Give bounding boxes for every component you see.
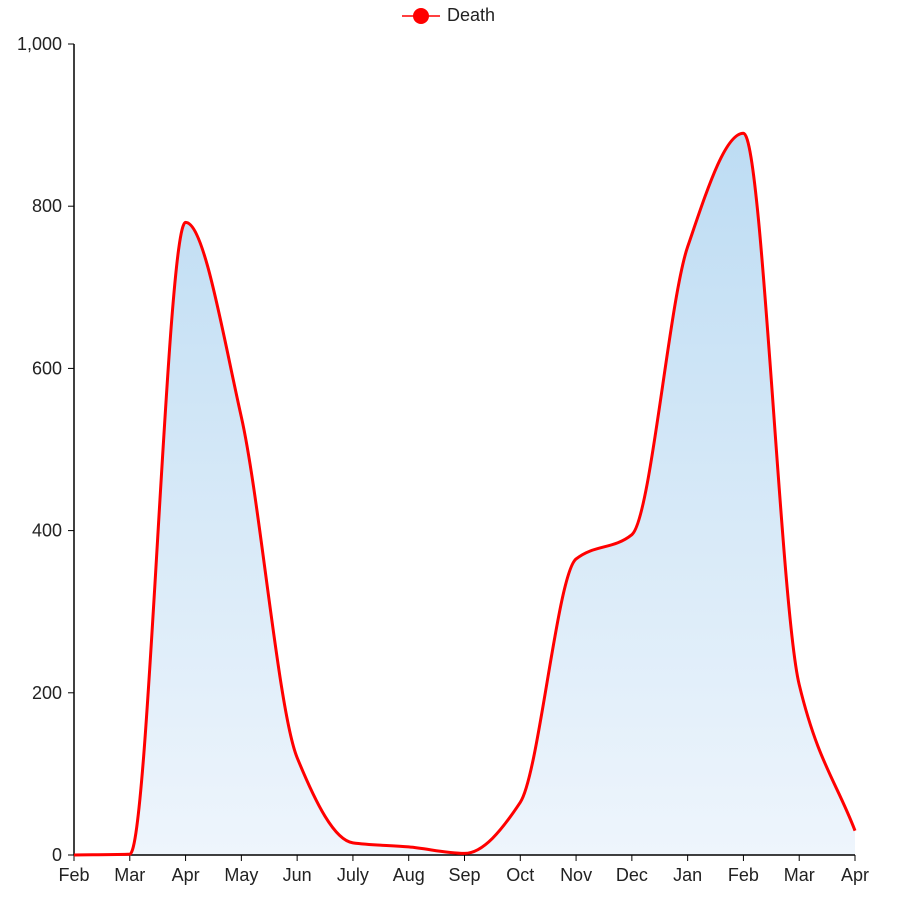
legend-label-death: Death <box>447 5 495 25</box>
legend-marker <box>413 8 429 24</box>
y-tick-label: 400 <box>32 521 62 541</box>
x-tick-label: Feb <box>58 865 89 885</box>
x-axis: Feb Mar Apr May Jun July Aug Sep Oct Nov Dec Jan Feb… <box>58 855 869 885</box>
series-line-death <box>73 131 857 857</box>
x-tick-label: Apr <box>172 865 200 885</box>
x-tick-label: July <box>337 865 369 885</box>
x-tick-label: Sep <box>448 865 480 885</box>
x-tick-label: Jan <box>673 865 702 885</box>
y-tick-label: 1,000 <box>17 34 62 54</box>
x-tick-label: Mar <box>784 865 815 885</box>
x-tick-label: Oct <box>506 865 534 885</box>
area-fill <box>74 133 855 855</box>
x-tick-label: Feb <box>728 865 759 885</box>
y-tick-label: 800 <box>32 196 62 216</box>
x-tick-label: Apr <box>841 865 869 885</box>
x-tick-label: Aug <box>393 865 425 885</box>
y-tick-label: 600 <box>32 358 62 378</box>
x-tick-label: Jun <box>283 865 312 885</box>
x-tick-label: Nov <box>560 865 592 885</box>
x-tick-label: Dec <box>616 865 648 885</box>
y-tick-label: 0 <box>52 845 62 865</box>
plot-area: 0 200 400 600 800 1,000 Feb Mar Apr May Jun July Au… <box>17 34 869 885</box>
x-tick-label: Mar <box>114 865 145 885</box>
y-axis: 0 200 400 600 800 1,000 <box>17 34 74 865</box>
y-tick-label: 200 <box>32 683 62 703</box>
x-tick-label: May <box>224 865 258 885</box>
legend[interactable]: Death <box>402 5 495 25</box>
